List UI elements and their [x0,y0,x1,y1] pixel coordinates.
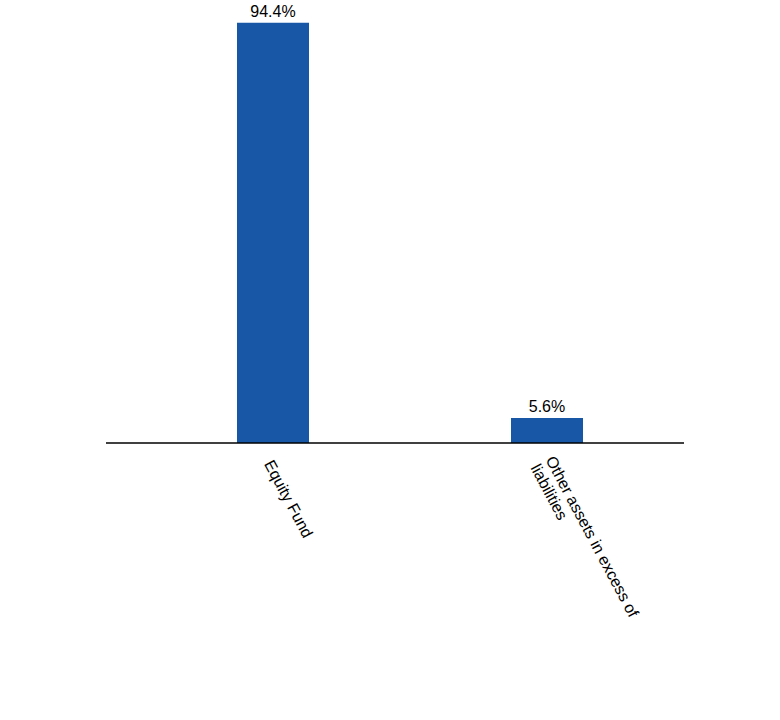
svg-text:5.6%: 5.6% [529,398,565,415]
svg-text:94.4%: 94.4% [250,3,295,20]
svg-text:Other assets in excess ofliabi: Other assets in excess ofliabilities [528,453,643,628]
svg-text:Equity Fund: Equity Fund [261,457,316,540]
